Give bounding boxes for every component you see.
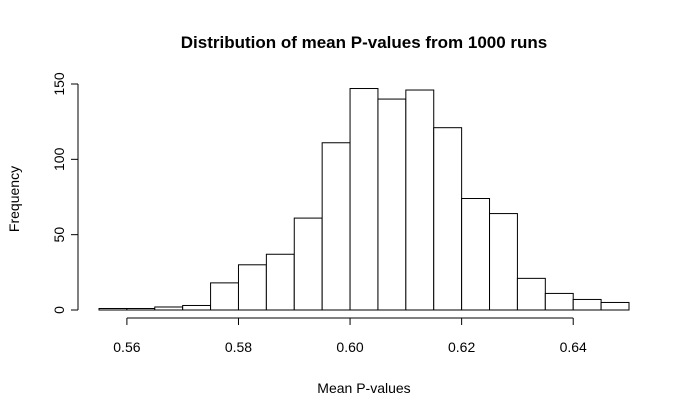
histogram-bar xyxy=(433,127,463,311)
histogram-bar xyxy=(265,253,295,311)
x-tick-label: 0.60 xyxy=(336,339,363,355)
y-tick-label: 150 xyxy=(51,72,67,96)
histogram-bar xyxy=(182,304,212,311)
bars-group xyxy=(98,88,630,311)
histogram-bar xyxy=(154,306,184,311)
y-tick-label: 0 xyxy=(51,306,67,314)
histogram-bar xyxy=(516,277,546,311)
x-tick-label: 0.64 xyxy=(560,339,587,355)
histogram-bar xyxy=(349,88,379,311)
histogram-bar xyxy=(321,142,351,311)
histogram-bar xyxy=(461,198,491,311)
y-axis-label: Frequency xyxy=(6,166,22,232)
histogram-bar xyxy=(210,282,239,311)
histogram-bar xyxy=(600,301,630,311)
histogram-bar xyxy=(572,298,602,311)
x-axis: 0.56 0.58 0.60 0.62 0.64 xyxy=(113,317,587,355)
histogram-bar xyxy=(98,307,128,311)
histogram-bar xyxy=(126,307,156,311)
histogram-bar xyxy=(377,98,407,311)
x-tick-label: 0.56 xyxy=(113,339,140,355)
y-tick-label: 100 xyxy=(51,147,67,171)
histogram-bar xyxy=(405,89,435,311)
histogram-bar xyxy=(544,292,574,311)
histogram-bar xyxy=(237,264,267,311)
x-axis-label: Mean P-values xyxy=(317,380,410,396)
histogram-bar xyxy=(293,217,323,311)
y-axis: 0 50 100 150 xyxy=(51,72,79,314)
x-tick-label: 0.62 xyxy=(448,339,475,355)
histogram-bar xyxy=(489,213,518,311)
x-tick-label: 0.58 xyxy=(225,339,252,355)
chart-title: Distribution of mean P-values from 1000 … xyxy=(181,33,548,52)
y-tick-label: 50 xyxy=(51,227,67,243)
